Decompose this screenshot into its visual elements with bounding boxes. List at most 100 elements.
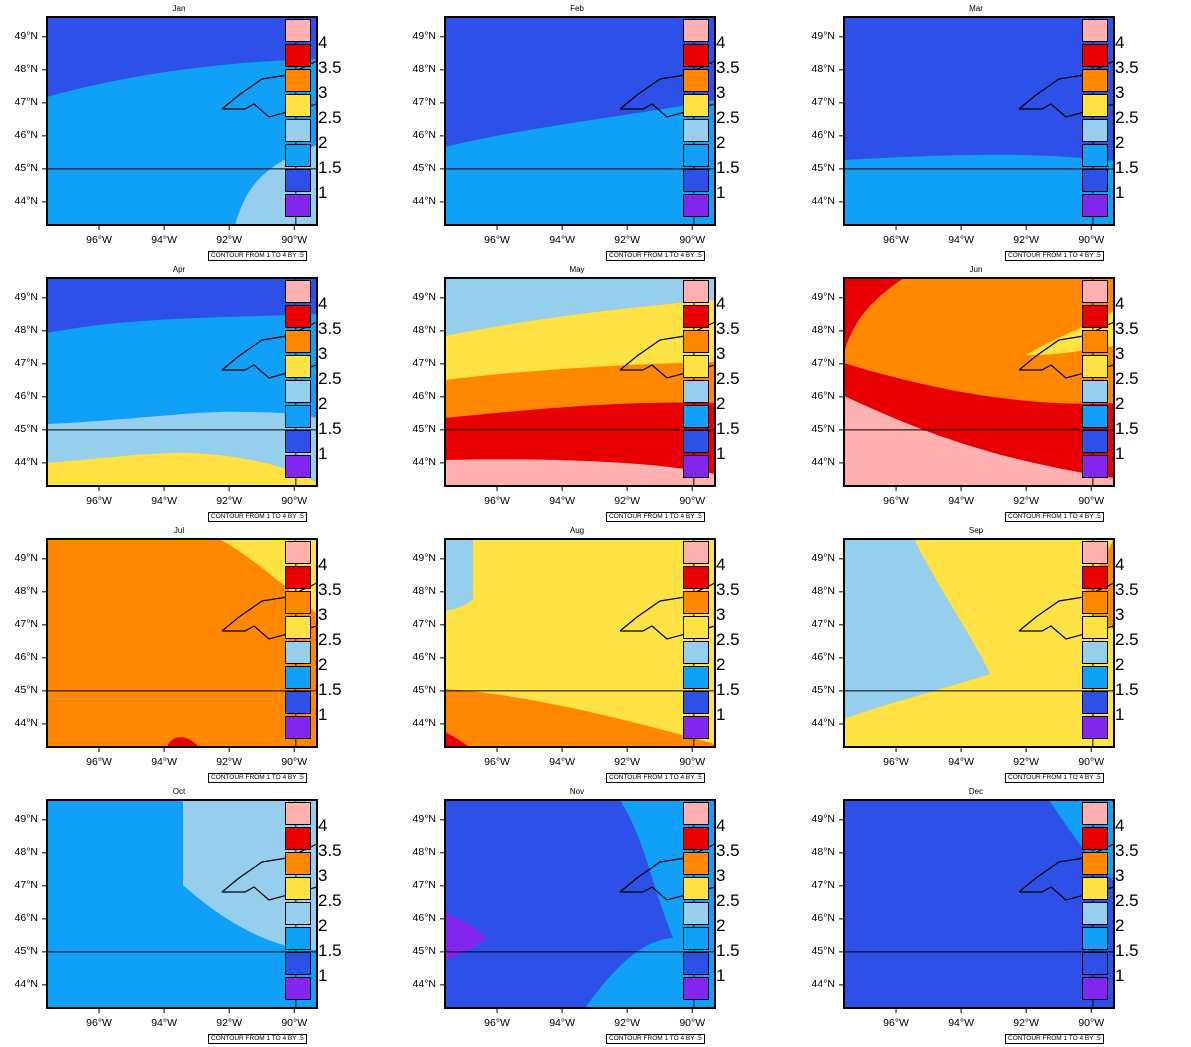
map-panel-oct: Oct 49°N 48°N 47°N 46°N 45°N 44°N 96°W 94°W 92°W 9… (0, 783, 390, 1045)
lat-tick-label: 49°N (14, 551, 38, 564)
lon-tick-label: 92°W (614, 756, 641, 768)
legend-label: 3.5 (318, 580, 342, 599)
contour-info-label: CONTOUR FROM 1 TO 4 BY .5 (208, 251, 307, 261)
panel-title: Feb (570, 4, 584, 13)
lon-tick-label: 92°W (1013, 1017, 1040, 1029)
legend-label: 2 (716, 916, 726, 935)
legend-label: 4 (1115, 33, 1125, 52)
map-panel-mar: Mar 49°N 48°N 47°N 46°N 45°N 44°N 96°W 94°W 92°W 9… (797, 0, 1187, 262)
lat-tick-label: 47°N (412, 356, 436, 369)
lat-tick-label: 47°N (811, 356, 835, 369)
legend-swatch (285, 666, 311, 689)
contour-info-label: CONTOUR FROM 1 TO 4 BY .5 (1005, 512, 1104, 522)
legend-swatch (285, 330, 311, 353)
lat-tick-label: 46°N (412, 911, 436, 924)
contour-fill-region (844, 396, 1114, 486)
legend-swatch (1082, 69, 1108, 92)
lat-tick-label: 44°N (412, 716, 436, 729)
legend-swatch (1082, 827, 1108, 850)
lat-tick-label: 45°N (412, 944, 436, 957)
legend-swatch (683, 902, 709, 925)
legend-swatch (285, 280, 311, 303)
legend-swatch (285, 927, 311, 950)
lon-tick-label: 92°W (614, 495, 641, 507)
legend-swatch (285, 827, 311, 850)
legend-swatch (1082, 616, 1108, 639)
map-frame (444, 538, 716, 748)
lat-tick-label: 48°N (412, 845, 436, 858)
legend-swatch (683, 69, 709, 92)
map-panel-aug: Aug 49°N 48°N 47°N 46°N 45°N 44°N 96°W 94°W 92°W 9… (398, 522, 788, 784)
color-legend: 4 3.5 3 2.5 2 1.5 1 (285, 19, 385, 225)
lon-tick-label: 90°W (281, 234, 308, 246)
lat-tick-label: 48°N (14, 845, 38, 858)
contour-info-label: CONTOUR FROM 1 TO 4 BY .5 (606, 251, 705, 261)
legend-swatch (683, 194, 709, 217)
map-panel-sep: Sep 49°N 48°N 47°N 46°N 45°N 44°N 96°W 94°W 92°W 9… (797, 522, 1187, 784)
color-legend: 4 3.5 3 2.5 2 1.5 1 (683, 541, 783, 747)
lat-tick-label: 45°N (14, 683, 38, 696)
legend-label: 1 (1115, 183, 1125, 202)
lat-tick-label: 44°N (811, 716, 835, 729)
legend-label: 2.5 (1115, 369, 1139, 388)
legend-swatch (1082, 119, 1108, 142)
lon-tick-label: 90°W (1078, 495, 1105, 507)
panel-title: Dec (968, 787, 984, 796)
legend-swatch (683, 952, 709, 975)
panel-title: Oct (172, 787, 186, 796)
legend-swatch (1082, 169, 1108, 192)
legend-swatch (1082, 44, 1108, 67)
contour-fill-region (183, 800, 317, 950)
contour-fill-region (844, 278, 904, 353)
lon-tick-label: 94°W (549, 1017, 575, 1029)
lat-tick-label: 49°N (412, 551, 436, 564)
legend-swatch (1082, 194, 1108, 217)
legend-label: 2.5 (318, 369, 342, 388)
lat-tick-label: 47°N (14, 617, 38, 630)
map-frame (843, 16, 1115, 226)
legend-label: 1.5 (318, 680, 342, 699)
lat-tick-label: 44°N (14, 455, 38, 468)
legend-label: 2.5 (318, 108, 342, 127)
legend-swatch (1082, 94, 1108, 117)
legend-swatch (683, 827, 709, 850)
legend-swatch (1082, 977, 1108, 1000)
legend-swatch (285, 405, 311, 428)
legend-label: 2.5 (1115, 891, 1139, 910)
panel-title: Jan (172, 4, 186, 13)
legend-label: 1.5 (318, 941, 342, 960)
contour-fill-region (445, 732, 469, 747)
legend-label: 1 (318, 966, 328, 985)
lat-tick-label: 48°N (811, 62, 835, 75)
map-frame (46, 277, 318, 487)
lat-tick-label: 49°N (811, 812, 835, 825)
legend-swatch (285, 94, 311, 117)
contour-fill-region (585, 800, 715, 1008)
legend-swatch (683, 591, 709, 614)
legend-label: 3 (318, 83, 328, 102)
lat-tick-label: 45°N (811, 161, 835, 174)
lon-tick-label: 96°W (484, 234, 510, 246)
lon-tick-label: 92°W (614, 1017, 641, 1029)
legend-swatch (1082, 541, 1108, 564)
contour-info-label: CONTOUR FROM 1 TO 4 BY .5 (606, 773, 705, 783)
legend-label: 3.5 (1115, 319, 1139, 338)
map-plot (839, 538, 1115, 752)
legend-label: 3 (716, 344, 726, 363)
lat-tick-label: 48°N (412, 584, 436, 597)
legend-label: 4 (318, 555, 328, 574)
lat-tick-label: 49°N (412, 29, 436, 42)
lat-tick-label: 44°N (811, 455, 835, 468)
legend-swatch (285, 541, 311, 564)
legend-label: 3 (716, 605, 726, 624)
legend-label: 1.5 (1115, 419, 1139, 438)
lat-tick-label: 47°N (811, 878, 835, 891)
lat-tick-label: 47°N (811, 617, 835, 630)
map-frame (46, 799, 318, 1009)
panel-title: Nov (569, 787, 585, 796)
lat-tick-label: 45°N (811, 683, 835, 696)
legend-label: 3 (716, 83, 726, 102)
lat-tick-label: 48°N (412, 62, 436, 75)
lon-tick-label: 92°W (1013, 756, 1040, 768)
lat-tick-label: 44°N (412, 455, 436, 468)
